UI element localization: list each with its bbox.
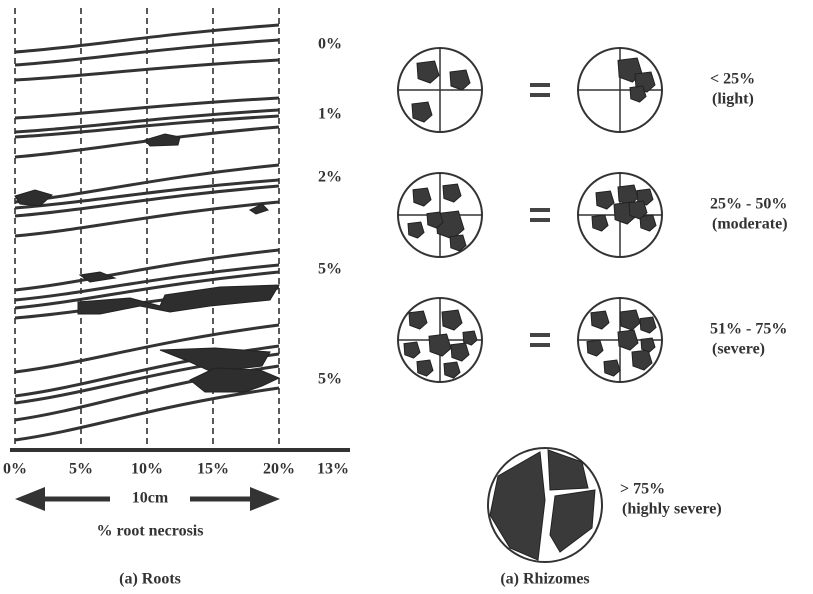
row-label: 2% (318, 169, 342, 186)
equals-bar (530, 218, 550, 222)
class-range: < 25% (710, 71, 755, 88)
class-severity: (light) (712, 91, 754, 108)
rhizomes-panel: < 25% (light) 25% - 50% (moderate) 51% - 75%… (398, 48, 788, 562)
class-range: > 75% (620, 481, 665, 498)
row-label: 0% (318, 36, 342, 53)
equals-bar (530, 343, 550, 347)
axis-label: 15% (197, 461, 229, 478)
equals-bar (530, 208, 550, 212)
equals-bar (530, 83, 550, 87)
row-label: 1% (318, 106, 342, 123)
arrow-head (15, 487, 45, 511)
class-severity: (severe) (712, 341, 765, 358)
figure: 0% 1% 2% 5% 5% 0% 5% 10% 15% 20% 13% 10cm % root nec… (0, 0, 813, 594)
rhizomes-caption: (a) Rhizomes (500, 571, 589, 588)
lesion (15, 190, 52, 206)
roots-panel: 0% 1% 2% 5% 5% 0% 5% 10% 15% 20% 13% 10cm % root nec… (3, 8, 350, 540)
class-severity: (highly severe) (622, 501, 722, 518)
row-label: 5% (318, 371, 342, 388)
class-severity: (moderate) (712, 216, 788, 233)
axis-label: 10% (131, 461, 163, 478)
lesion (78, 285, 279, 314)
lesion (145, 134, 180, 146)
axis-label: 13% (317, 461, 349, 478)
axis-label: 5% (69, 461, 93, 478)
equals-bar (530, 93, 550, 97)
lesion (190, 368, 279, 392)
equals-bar (530, 333, 550, 337)
class-range: 51% - 75% (710, 321, 787, 338)
arrow-head (250, 487, 280, 511)
class-range: 25% - 50% (710, 196, 787, 213)
axis-label: 0% (3, 461, 27, 478)
axis-label: 20% (263, 461, 295, 478)
lesion (490, 452, 545, 560)
row-label: 5% (318, 261, 342, 278)
axis-title: % root necrosis (97, 523, 204, 540)
roots-caption: (a) Roots (119, 571, 181, 588)
scale-label: 10cm (132, 490, 169, 507)
